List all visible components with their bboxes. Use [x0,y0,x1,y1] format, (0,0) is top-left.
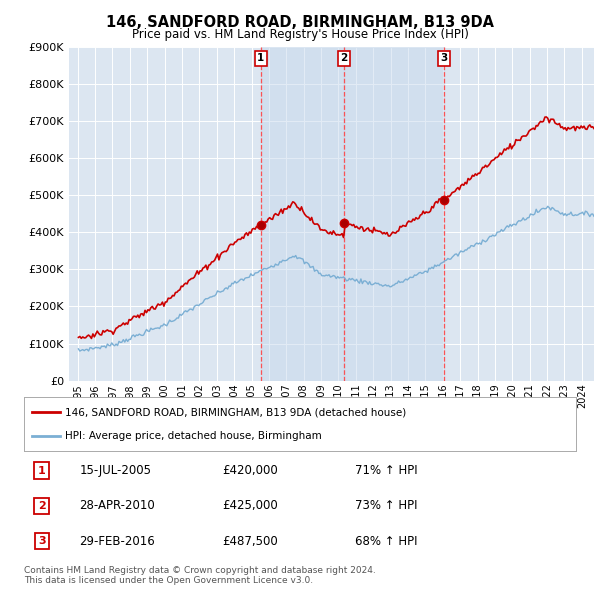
Text: 73% ↑ HPI: 73% ↑ HPI [355,499,418,513]
Text: 68% ↑ HPI: 68% ↑ HPI [355,535,418,548]
Text: 15-JUL-2005: 15-JUL-2005 [79,464,151,477]
Text: HPI: Average price, detached house, Birmingham: HPI: Average price, detached house, Birm… [65,431,322,441]
Text: 29-FEB-2016: 29-FEB-2016 [79,535,155,548]
Text: £425,000: £425,000 [223,499,278,513]
Text: 146, SANDFORD ROAD, BIRMINGHAM, B13 9DA: 146, SANDFORD ROAD, BIRMINGHAM, B13 9DA [106,15,494,30]
Text: 71% ↑ HPI: 71% ↑ HPI [355,464,418,477]
Bar [344,47,444,381]
Text: £487,500: £487,500 [223,535,278,548]
Text: 2: 2 [340,53,347,63]
Text: 3: 3 [38,536,46,546]
Text: 2: 2 [38,501,46,511]
Text: 1: 1 [38,466,46,476]
Text: 28-APR-2010: 28-APR-2010 [79,499,155,513]
Text: Contains HM Land Registry data © Crown copyright and database right 2024.
This d: Contains HM Land Registry data © Crown c… [24,566,376,585]
Text: Price paid vs. HM Land Registry's House Price Index (HPI): Price paid vs. HM Land Registry's House … [131,28,469,41]
Bar [261,47,344,381]
Text: 146, SANDFORD ROAD, BIRMINGHAM, B13 9DA (detached house): 146, SANDFORD ROAD, BIRMINGHAM, B13 9DA … [65,407,407,417]
Text: £420,000: £420,000 [223,464,278,477]
Text: 3: 3 [440,53,448,63]
Text: 1: 1 [257,53,265,63]
